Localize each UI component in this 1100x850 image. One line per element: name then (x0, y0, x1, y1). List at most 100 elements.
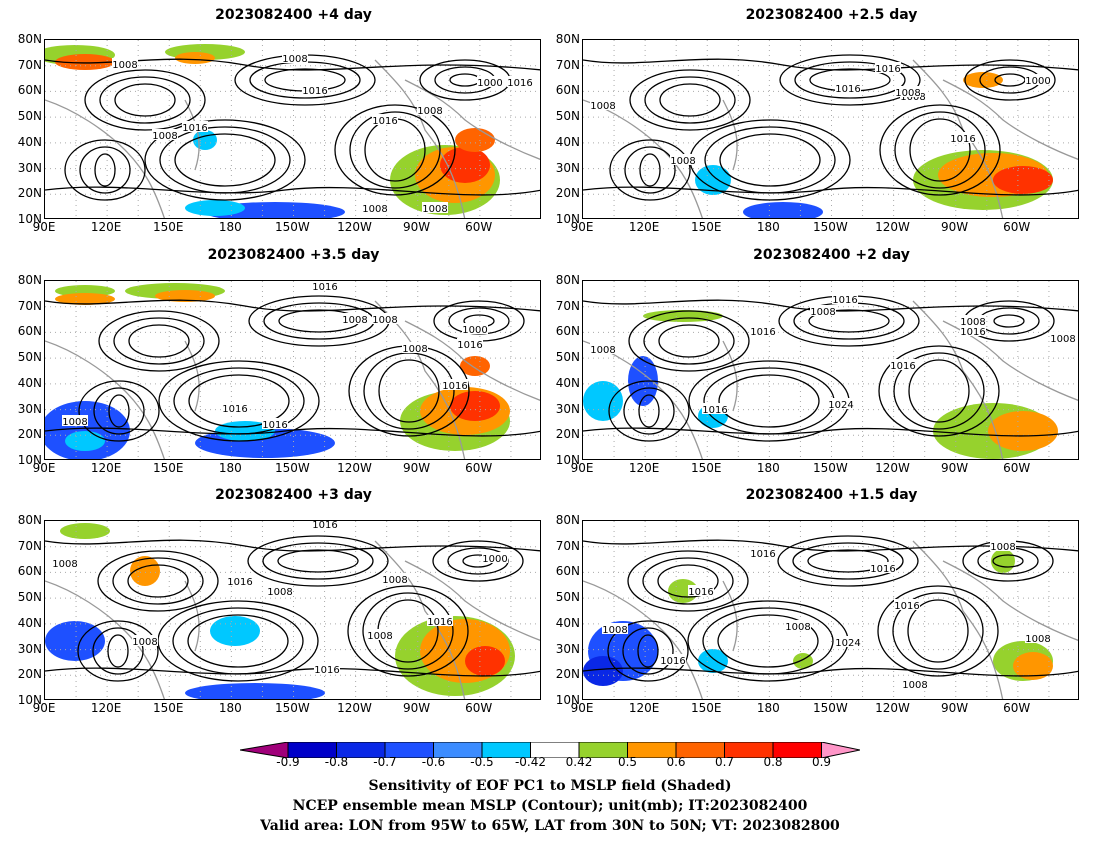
lat-tick-label: 20N (17, 427, 42, 442)
sensitivity-shading (450, 391, 500, 421)
mslp-contour (113, 317, 205, 365)
contour-label-bg (835, 82, 861, 93)
lat-tick-label: 50N (17, 350, 42, 365)
contour-label: 1008 (810, 307, 835, 318)
contour-label: 1008 (902, 680, 927, 691)
lon-tick-label: 90W (941, 701, 969, 715)
sensitivity-shading (155, 290, 215, 302)
lon-tick-label: 90W (403, 220, 431, 234)
mslp-contour (144, 119, 306, 201)
mslp-contour (644, 76, 736, 124)
mslp-contour (627, 550, 749, 612)
colorbar-tick-label: -0.9 (276, 755, 300, 769)
contour-label: 1000 (477, 78, 502, 89)
lon-tick-label: 180 (218, 220, 242, 234)
lon-tick-label: 180 (756, 461, 780, 475)
sensitivity-shading (130, 556, 160, 586)
mslp-contour (583, 427, 1078, 437)
mslp-contour (609, 139, 691, 201)
lat-tick-label: 50N (555, 590, 580, 605)
contour-label-bg (382, 573, 408, 584)
contour-label-bg (282, 52, 308, 63)
lon-tick-label: 90W (403, 701, 431, 715)
panel-title: 2023082400 +3 day (215, 487, 372, 503)
colorbar-tick-label: 0.5 (617, 755, 638, 769)
lat-tick-label: 20N (17, 667, 42, 682)
lon-tick-label: 120W (875, 701, 910, 715)
contour-label: 1008 (590, 101, 615, 112)
lat-tick-label: 20N (555, 667, 580, 682)
sensitivity-shading (695, 165, 731, 195)
contour-label-bg (828, 398, 854, 409)
lat-tick-label: 40N (17, 134, 42, 149)
mslp-contour (583, 58, 1078, 71)
lat-tick-label: 40N (555, 134, 580, 149)
lon-tick-label: 150W (813, 701, 848, 715)
contour-label-bg (835, 636, 861, 647)
contour-label: 1008 (422, 204, 447, 215)
contour-label: 1016 (950, 134, 975, 145)
contour-label: 1016 (312, 282, 337, 293)
contour-label: 1008 (785, 622, 810, 633)
mslp-contour (623, 387, 675, 435)
mslp-contour (108, 394, 130, 428)
mslp-contour (779, 54, 921, 106)
mslp-contour (45, 299, 540, 312)
contour-label: 1008 (670, 156, 695, 167)
mslp-contour (704, 126, 836, 194)
lon-tick-label: 120E (628, 461, 660, 475)
lon-tick-label: 150E (152, 220, 184, 234)
mslp-contour (583, 186, 1078, 196)
lat-tick-label: 30N (17, 641, 42, 656)
lon-tick-label: 120W (337, 701, 372, 715)
contour-label: 1008 (960, 317, 985, 328)
lat-tick-label: 20N (17, 186, 42, 201)
mslp-contour (84, 69, 206, 131)
contour-label: 1016 (750, 327, 775, 338)
sensitivity-shading (175, 52, 215, 64)
mslp-contour (77, 620, 159, 682)
mslp-contour (993, 314, 1025, 328)
colorbar-tick-label: 0.42 (565, 755, 593, 769)
contour-label-bg (372, 114, 398, 125)
contour-label-bg (810, 305, 836, 316)
lat-tick-label: 30N (17, 160, 42, 175)
contour-label: 1016 (262, 420, 287, 431)
contour-label-bg (688, 585, 714, 596)
contour-label: 1008 (282, 54, 307, 65)
lat-tick-label: 80N (17, 273, 42, 287)
contour-label: 1008 (382, 575, 407, 586)
mslp-contour (777, 535, 919, 587)
lat-tick-label: 30N (555, 160, 580, 175)
mslp-contour (687, 600, 849, 682)
mslp-contour (262, 542, 374, 580)
lon-tick-label: 120W (875, 220, 910, 234)
contour-label-bg (372, 313, 398, 324)
mslp-contour (187, 614, 289, 668)
lat-tick-label: 30N (17, 401, 42, 416)
sensitivity-shading (583, 381, 623, 421)
mslp-contour (97, 550, 219, 612)
lat-tick-label: 40N (555, 375, 580, 390)
lat-tick-label: 20N (555, 427, 580, 442)
lat-tick-label: 10N (555, 212, 580, 226)
contour-label-bg (950, 132, 976, 143)
mslp-contour (624, 146, 676, 194)
lat-tick-label: 10N (555, 693, 580, 707)
contour-label-bg (477, 76, 503, 87)
lon-tick-label: 180 (218, 461, 242, 475)
lon-tick-label: 90W (403, 461, 431, 475)
contour-label: 1008 (52, 559, 77, 570)
mslp-contour (878, 345, 1000, 437)
sensitivity-shading (210, 616, 260, 646)
mslp-contour (334, 104, 456, 196)
mslp-contour (808, 309, 890, 333)
lon-tick-label: 150W (813, 461, 848, 475)
map-canvas: 1016 1008 1008 1000 1016 1016 1008 1016 1016 1008 (45, 281, 540, 459)
contour-label-bg (870, 562, 896, 573)
mslp-contour (629, 69, 751, 131)
colorbar-segment (821, 741, 861, 759)
contour-label-bg (227, 575, 253, 586)
lon-tick-label: 150E (152, 461, 184, 475)
contour-label-bg (482, 552, 508, 563)
